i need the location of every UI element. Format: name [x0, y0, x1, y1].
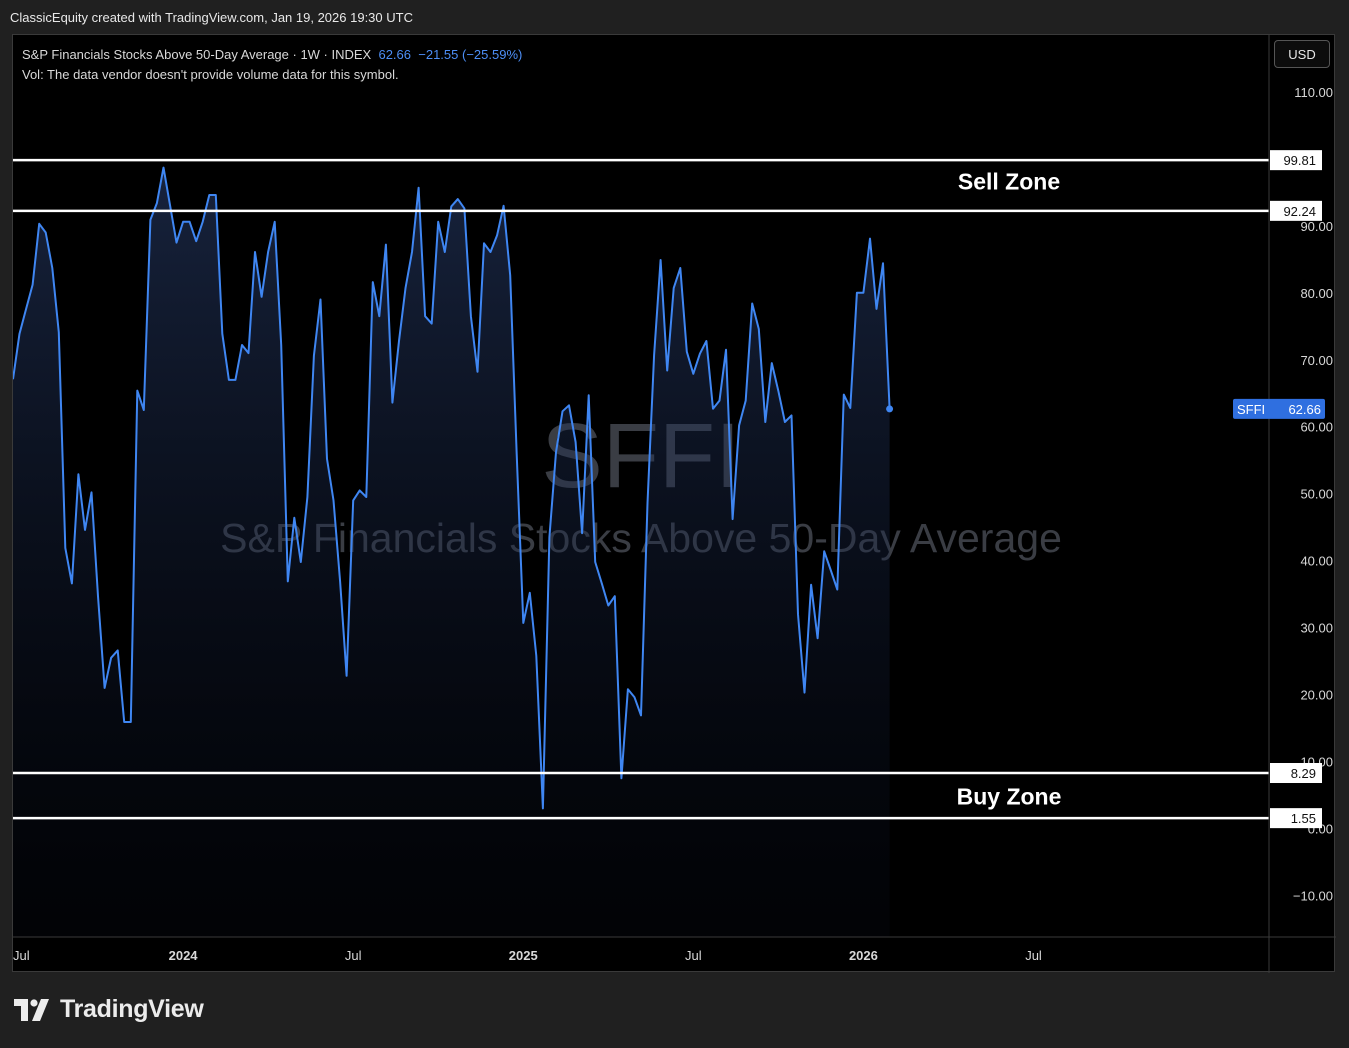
horizontal-line-price-box: [1270, 150, 1322, 171]
y-tick-label: 110.00: [1294, 85, 1333, 100]
horizontal-line-price-label: 92.24: [1283, 204, 1316, 219]
y-tick-label: −10.00: [1293, 888, 1333, 903]
y-tick-label: 70.00: [1300, 353, 1333, 368]
legend-title: S&P Financials Stocks Above 50-Day Avera…: [22, 47, 372, 62]
legend-volume-note: Vol: The data vendor doesn't provide vol…: [22, 67, 399, 82]
y-tick-label: 90.00: [1300, 219, 1333, 234]
currency-button[interactable]: USD: [1274, 40, 1330, 68]
horizontal-line-price-box: [1270, 763, 1322, 784]
x-tick-label: Jul: [13, 948, 30, 963]
horizontal-line-price-label: 8.29: [1291, 766, 1316, 781]
y-tick-label: 40.00: [1300, 554, 1333, 569]
last-point-marker: [886, 405, 894, 413]
y-tick-label: 80.00: [1300, 286, 1333, 301]
last-price-value: 62.66: [1288, 402, 1321, 417]
legend-value: 62.66: [378, 47, 412, 62]
horizontal-line-price-box: [1270, 200, 1322, 221]
last-price-badge: [1233, 398, 1325, 419]
x-tick-label: Jul: [685, 948, 702, 963]
last-price-symbol: SFFI: [1237, 402, 1265, 417]
tradingview-logo-text: TradingView: [60, 995, 204, 1023]
series-line[interactable]: [13, 166, 891, 810]
legend-change: −21.55 (−25.59%): [418, 47, 523, 62]
price-chart[interactable]: SFFI S&P Financials Stocks Above 50-Day A…: [13, 35, 1336, 973]
horizontal-line-price-label: 1.55: [1291, 811, 1316, 826]
chart-area[interactable]: SFFI S&P Financials Stocks Above 50-Day A…: [12, 34, 1336, 973]
zone-annotation: Buy Zone: [957, 783, 1062, 809]
x-tick-label: Jul: [345, 948, 362, 963]
watermark-name: S&P Financials Stocks Above 50-Day Avera…: [220, 515, 1062, 561]
x-tick-label: 2024: [169, 948, 199, 963]
series-area-fill: [13, 167, 890, 938]
horizontal-line-price-label: 99.81: [1283, 153, 1316, 168]
chart-caption: ClassicEquity created with TradingView.c…: [10, 10, 413, 25]
tradingview-logo-icon: [14, 998, 49, 1021]
x-tick-label: 2026: [849, 948, 878, 963]
y-tick-label: 50.00: [1300, 487, 1333, 502]
x-tick-label: Jul: [1025, 948, 1042, 963]
y-tick-label: 30.00: [1300, 621, 1333, 636]
zone-annotation: Sell Zone: [958, 169, 1060, 195]
tradingview-logo[interactable]: TradingView: [14, 995, 204, 1024]
y-tick-label: 60.00: [1300, 420, 1333, 435]
horizontal-line-price-box: [1270, 808, 1322, 829]
chart-legend: S&P Financials Stocks Above 50-Day Avera…: [22, 45, 522, 85]
y-tick-label: 20.00: [1300, 688, 1333, 703]
x-tick-label: 2025: [509, 948, 538, 963]
